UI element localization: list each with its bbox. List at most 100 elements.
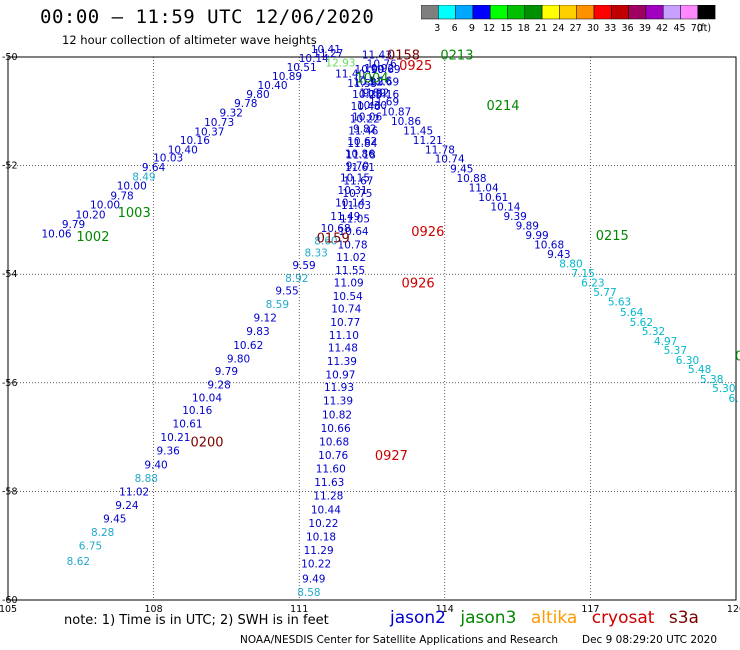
wave-height-label: 10.15 <box>340 173 370 185</box>
wave-height-label: 11.69 <box>369 76 399 88</box>
wave-height-label: 10.64 <box>339 226 369 238</box>
wave-height-label: 10.87 <box>381 106 411 118</box>
wave-height-label: 9.64 <box>142 162 166 174</box>
wave-height-label: 10.68 <box>321 223 351 235</box>
wave-height-label: 10.21 <box>160 432 190 444</box>
wave-height-label: 9.24 <box>115 500 139 512</box>
wave-height-label: 11.43 <box>362 49 392 61</box>
wave-height-label: 10.22 <box>301 559 331 571</box>
color-scale-label: 12 <box>483 23 495 33</box>
wave-height-label: 9.82 <box>353 124 376 136</box>
wave-height-label: 9.89 <box>363 87 386 99</box>
pass-time-label: 02 <box>735 350 740 365</box>
units-note: note: 1) Time is in UTC; 2) SWH is in fe… <box>64 613 329 628</box>
wave-height-label: 9.49 <box>302 573 325 585</box>
wave-height-label: 5.77 <box>593 287 616 299</box>
wave-height-label: 8.33 <box>304 247 327 259</box>
wave-height-label: 11.48 <box>328 343 358 355</box>
satellite-track: 11.2712.9311.4011.5511.3211.6910.8710.86… <box>313 48 738 405</box>
wave-height-label: 11.32 <box>359 87 389 99</box>
wave-height-label: 5.38 <box>700 374 723 386</box>
wave-height-label: 9.79 <box>215 366 238 378</box>
wave-height-label: 11.39 <box>327 356 357 368</box>
wave-height-label: 10.18 <box>306 531 336 543</box>
color-scale-label: 6 <box>452 23 458 33</box>
wave-height-label: 10.14 <box>335 198 365 210</box>
wave-height-label: 11.61 <box>345 162 375 174</box>
wave-height-label: 10.76 <box>367 59 397 71</box>
color-scale-unit: (ft) <box>697 23 711 33</box>
wave-height-label: 11.69 <box>369 97 399 109</box>
wave-height-label: 10.62 <box>347 136 377 148</box>
wave-height-label: 10.06 <box>42 228 72 240</box>
color-scale-label: 3 <box>434 23 440 33</box>
wave-height-label: 5.63 <box>608 296 631 308</box>
wave-height-label: 10.22 <box>308 518 338 530</box>
map-frame <box>7 56 737 601</box>
wave-height-label: 10.25 <box>352 89 382 101</box>
wave-height-label: 11.93 <box>324 382 354 394</box>
legend-jason2: jason2 <box>390 608 446 628</box>
color-scale-legend: 3 6 9 12 15 18 21 24 27 30 33 36 39 42 45 70(ft) <box>421 5 716 33</box>
wave-height-label: 10.73 <box>204 117 234 129</box>
wave-height-label: 9.80 <box>227 353 250 365</box>
color-scale-label: 27 <box>570 23 582 33</box>
longitude-tick-label: 111 <box>290 604 308 615</box>
color-scale-label: 30 <box>587 23 599 33</box>
pass-time-label: 0926 <box>402 276 435 291</box>
wave-height-label: 9.59 <box>292 260 315 272</box>
color-scale-label: 24 <box>552 23 564 33</box>
wave-height-label: 10.16 <box>182 405 212 417</box>
pass-time-label: 1002 <box>76 230 109 245</box>
wave-height-label: 10.68 <box>319 436 349 448</box>
wave-height-label: 11.60 <box>316 464 346 476</box>
latitude-tick-label: -56 <box>2 378 18 389</box>
wave-height-label: 10.62 <box>233 340 263 352</box>
pass-time-label: 1004 <box>355 72 388 87</box>
wave-height-label: 8.58 <box>297 587 320 599</box>
latitude-tick-label: -54 <box>2 269 18 280</box>
wave-height-label: 11.27 <box>313 48 343 60</box>
wave-height-label: 10.88 <box>456 173 486 185</box>
latitude-tick-label: -52 <box>2 161 18 172</box>
color-scale-label: 42 <box>656 23 668 33</box>
longitude-tick-label: 108 <box>145 604 163 615</box>
wave-height-label: 10.04 <box>192 392 222 404</box>
wave-height-label: 10.68 <box>534 239 564 251</box>
wave-height-label: 10.61 <box>478 192 508 204</box>
wave-height-label: 8.62 <box>67 556 90 568</box>
wave-height-label: 11.10 <box>329 330 359 342</box>
wave-height-label: 11.67 <box>343 175 373 187</box>
wave-height-label: 11.45 <box>403 125 433 137</box>
wave-height-label: 10.74 <box>435 154 465 166</box>
wave-height-label: 5.37 <box>664 345 687 357</box>
wave-height-label: 9.89 <box>516 220 539 232</box>
wave-height-label: 10.37 <box>194 126 224 138</box>
wave-height-label: 6. <box>729 393 739 405</box>
wave-height-label: 5.30 <box>712 383 735 395</box>
map-title: 00:00 – 11:59 UTC 12/06/2020 <box>40 6 375 28</box>
wave-height-label: 11.04 <box>469 182 499 194</box>
pass-time-label: 0200 <box>190 435 223 450</box>
wave-height-label: 10.78 <box>338 239 368 251</box>
color-scale-label: 15 <box>500 23 512 33</box>
wave-height-label: 9.12 <box>254 313 277 325</box>
wave-height-label: 9.55 <box>275 285 298 297</box>
satellite-legend: jason2 jason3 altika cryosat s3a <box>390 608 708 628</box>
wave-height-label: 11.18 <box>346 150 376 162</box>
wave-height-label: 9.43 <box>547 249 570 261</box>
wave-height-label: 8.49 <box>132 171 155 183</box>
wave-height-label: 11.55 <box>347 78 377 90</box>
wave-height-label: 11.40 <box>335 68 365 80</box>
wave-height-label: 10.86 <box>345 149 375 161</box>
wave-height-label: 10.31 <box>338 185 368 197</box>
wave-height-label: 8.92 <box>285 273 308 285</box>
wave-height-label: 10.69 <box>371 64 401 76</box>
wave-height-label: 9.79 <box>62 219 85 231</box>
wave-height-label: 10.51 <box>287 62 317 74</box>
pass-time-label: 0215 <box>596 229 629 244</box>
wave-height-label: 9.32 <box>220 107 243 119</box>
wave-height-label: 5.32 <box>642 326 665 338</box>
wave-height-label: 10.61 <box>173 419 203 431</box>
